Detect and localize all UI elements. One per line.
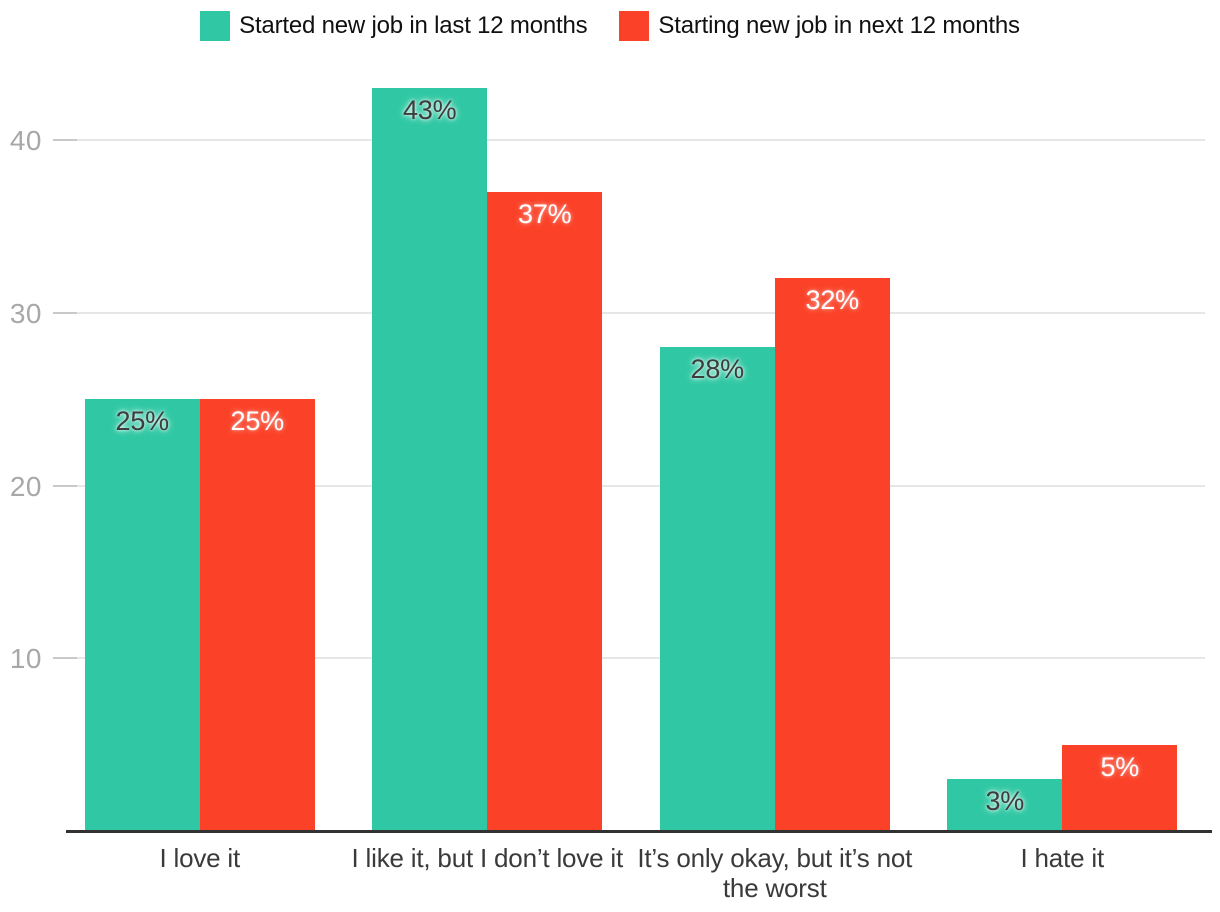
x-category-label: It’s only okay, but it’s not the worst	[637, 843, 913, 903]
bar-value-label: 43%	[403, 95, 457, 126]
bar-next-12-months-4: 5%	[1062, 744, 1178, 831]
legend-item-last-12-months: Started new job in last 12 months	[200, 11, 588, 41]
y-tick-mark	[53, 657, 77, 660]
y-tick-label: 30	[9, 297, 42, 329]
bar-last-12-months-4: 3%	[947, 779, 1063, 831]
y-tick-label: 10	[9, 643, 42, 675]
bar-value-label: 28%	[690, 354, 745, 385]
y-tick-label: 20	[9, 470, 42, 502]
gridline	[53, 139, 1205, 142]
legend-swatch-red	[619, 11, 650, 41]
bar-value-label: 3%	[985, 786, 1025, 817]
bar-value-label: 37%	[518, 199, 572, 229]
bar-next-12-months-3: 32%	[774, 278, 890, 831]
legend-swatch-teal	[200, 11, 231, 41]
bar-last-12-months-1: 25%	[84, 399, 200, 831]
gridline	[53, 311, 1205, 314]
bar-last-12-months-3: 28%	[659, 347, 775, 831]
y-tick-mark	[53, 484, 77, 487]
x-category-label: I love it	[159, 843, 241, 873]
x-category-label: I hate it	[1020, 843, 1105, 873]
x-category-label: I like it, but I don’t love it	[351, 843, 624, 873]
gridline	[53, 484, 1205, 487]
legend-label: Started new job in last 12 months	[239, 12, 588, 39]
y-tick-label: 40	[9, 125, 42, 157]
y-tick-mark	[53, 139, 77, 142]
gridline	[53, 657, 1205, 660]
legend-label: Starting new job in next 12 months	[658, 12, 1020, 39]
bar-value-label: 32%	[805, 285, 860, 316]
bar-next-12-months-1: 25%	[199, 399, 315, 831]
legend-item-next-12-months: Starting new job in next 12 months	[619, 11, 1020, 41]
y-tick-mark	[53, 311, 77, 314]
bar-value-label: 25%	[230, 406, 285, 437]
bar-value-label: 25%	[115, 406, 170, 437]
x-axis-line	[66, 830, 1212, 833]
bar-last-12-months-2: 43%	[372, 88, 488, 831]
legend: Started new job in last 12 months Starti…	[0, 11, 1220, 41]
bar-next-12-months-2: 37%	[487, 192, 603, 831]
bar-value-label: 5%	[1100, 751, 1140, 782]
